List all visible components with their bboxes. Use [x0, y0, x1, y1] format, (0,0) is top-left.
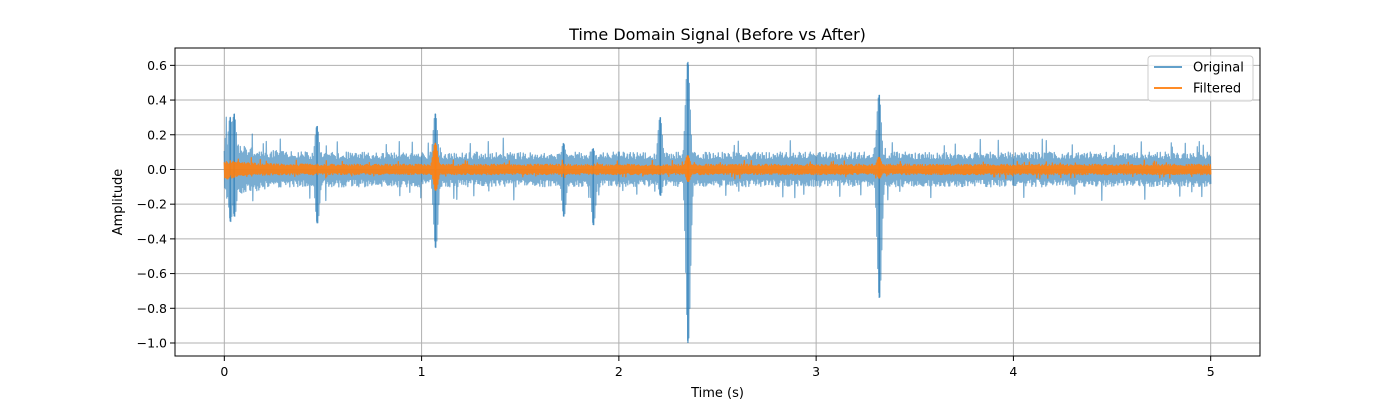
- x-tick-label: 1: [418, 364, 426, 379]
- x-tick-label: 0: [220, 364, 228, 379]
- series-line-filtered: [223, 142, 1212, 191]
- y-tick-label: 0.6: [147, 58, 167, 73]
- y-tick-label: −0.4: [137, 231, 167, 246]
- legend: Original Filtered: [1147, 55, 1254, 102]
- x-tick-label: 5: [1207, 364, 1215, 379]
- plot-frame: [174, 47, 1261, 357]
- x-axis-label: Time (s): [690, 386, 744, 400]
- y-tick-label: −1.0: [137, 335, 167, 350]
- legend-label-filtered: Filtered: [1193, 82, 1241, 97]
- y-tick-label: 0.2: [147, 127, 167, 142]
- y-tick-label: −0.6: [137, 266, 167, 281]
- legend-label-original: Original: [1193, 61, 1244, 76]
- y-tick-label: 0.0: [147, 162, 167, 177]
- chart-title: Time Domain Signal (Before vs After): [568, 25, 866, 44]
- y-axis-label: Amplitude: [111, 169, 126, 236]
- x-tick-label: 3: [812, 364, 820, 379]
- tick-layer: 0 1 2 3 4 5 0.6 0.4 0.2 0.0 −0.2 −0.4 −0.6 −0.8 −1.0: [137, 58, 1215, 379]
- y-tick-label: 0.4: [147, 93, 167, 108]
- series-layer: [223, 61, 1212, 343]
- x-tick-label: 4: [1009, 364, 1017, 379]
- y-tick-label: −0.2: [137, 197, 167, 212]
- x-tick-label: 2: [615, 364, 623, 379]
- y-tick-label: −0.8: [137, 301, 167, 316]
